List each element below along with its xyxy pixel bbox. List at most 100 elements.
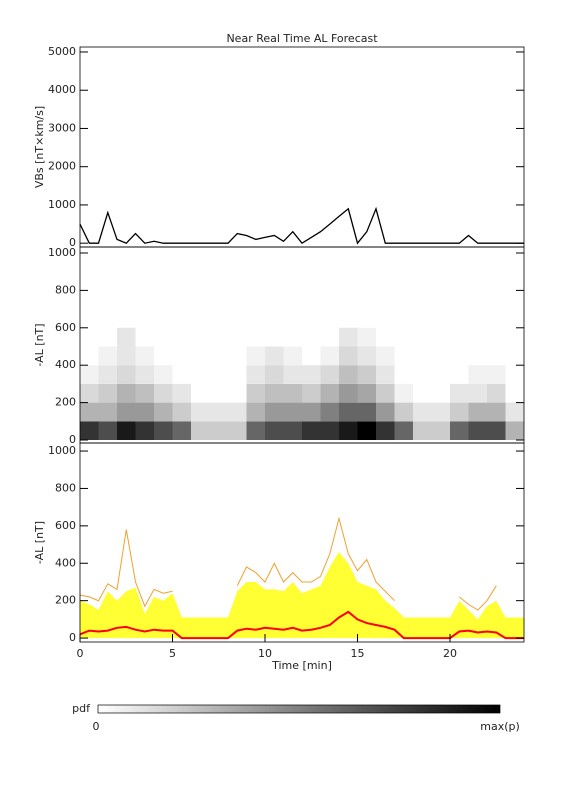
heat-cell: [172, 402, 191, 422]
heat-cell: [487, 421, 506, 441]
heat-cell: [191, 346, 210, 365]
colorbar-label: pdf: [72, 702, 91, 715]
heat-cell: [246, 383, 265, 403]
heat-cell: [339, 421, 358, 441]
y-tick-label: 600: [55, 321, 76, 334]
x-tick-label: 20: [443, 647, 457, 660]
heat-cell: [154, 421, 173, 441]
heat-cell: [80, 328, 99, 347]
heat-cell: [191, 421, 210, 441]
heat-cell: [431, 402, 450, 422]
y-tick-label: 2000: [48, 160, 76, 173]
heat-cell: [117, 365, 136, 384]
heat-cell: [469, 328, 488, 347]
heat-cell: [487, 365, 506, 384]
heat-cell: [302, 402, 321, 422]
heat-cell: [191, 328, 210, 347]
y-axis-label: -AL [nT]: [33, 521, 46, 564]
heat-cell: [117, 346, 136, 366]
heat-cell: [135, 383, 154, 403]
heat-cell: [210, 384, 229, 403]
y-tick-label: 600: [55, 519, 76, 532]
heat-cell: [395, 365, 414, 384]
heat-cell: [302, 365, 321, 384]
heat-cell: [339, 383, 358, 403]
heat-cell: [283, 402, 302, 422]
y-tick-label: 4000: [48, 83, 76, 96]
heat-cell: [265, 421, 284, 441]
heat-cell: [302, 346, 321, 365]
heat-cell: [228, 421, 247, 441]
heat-cell: [468, 402, 487, 422]
heat-cell: [469, 346, 488, 365]
y-tick-label: 0: [69, 433, 76, 446]
heat-cell: [154, 383, 173, 403]
y-tick-label: 400: [55, 556, 76, 569]
heat-cell: [80, 365, 99, 384]
heat-cell: [321, 328, 340, 347]
heat-cell: [135, 346, 154, 366]
heat-cell: [173, 346, 192, 365]
heat-cell: [320, 365, 339, 384]
x-tick-label: 0: [77, 647, 84, 660]
heat-cell: [228, 346, 247, 365]
heat-cell: [320, 421, 339, 441]
heat-cell: [228, 365, 247, 384]
heat-cell: [283, 346, 302, 366]
heat-cell: [246, 421, 265, 441]
heat-cell: [468, 421, 487, 441]
x-axis-label: Time [min]: [271, 659, 332, 672]
heat-cell: [191, 402, 210, 422]
heat-cell: [394, 402, 413, 422]
heat-cell: [395, 328, 414, 347]
heat-cell: [191, 365, 210, 384]
heat-cell: [432, 384, 451, 403]
heat-cell: [431, 421, 450, 441]
y-tick-label: 800: [55, 283, 76, 296]
heat-cell: [117, 421, 136, 441]
heat-cell: [395, 346, 414, 365]
heat-cell: [487, 346, 506, 365]
heat-cell: [246, 365, 265, 384]
heat-cell: [450, 365, 469, 384]
heat-cell: [99, 328, 118, 347]
heat-cell: [173, 365, 192, 384]
heat-cell: [339, 402, 358, 422]
heat-cell: [376, 383, 395, 403]
heat-cell: [228, 384, 247, 403]
heat-cell: [394, 383, 413, 403]
heat-cell: [302, 421, 321, 441]
heat-cell: [154, 346, 173, 365]
heat-cell: [450, 402, 469, 422]
heat-cell: [98, 421, 117, 441]
heat-cell: [302, 383, 321, 403]
y-tick-label: 1000: [48, 246, 76, 259]
heat-cell: [247, 328, 266, 347]
heat-cell: [413, 402, 432, 422]
heat-cell: [265, 402, 284, 422]
heat-cell: [339, 346, 358, 366]
heat-cell: [228, 328, 247, 347]
heat-cell: [135, 421, 154, 441]
x-tick-label: 15: [351, 647, 365, 660]
heat-cell: [357, 327, 376, 347]
heat-cell: [506, 328, 525, 347]
heat-cell: [394, 421, 413, 441]
y-tick-label: 0: [69, 236, 76, 249]
heat-cell: [450, 346, 469, 365]
heat-cell: [80, 421, 99, 441]
plot-frame: [79, 442, 525, 643]
heat-cell: [135, 365, 154, 384]
heat-cell: [154, 328, 173, 347]
colorbar-max: max(p): [480, 720, 520, 733]
heat-cell: [154, 402, 173, 422]
heat-cell: [302, 328, 321, 347]
heat-cell: [98, 346, 117, 366]
y-tick-label: 1000: [48, 198, 76, 211]
heat-cell: [432, 365, 451, 384]
y-tick-label: 5000: [48, 45, 76, 58]
heat-cell: [209, 421, 228, 441]
heat-cell: [283, 383, 302, 403]
heat-cell: [265, 365, 284, 384]
